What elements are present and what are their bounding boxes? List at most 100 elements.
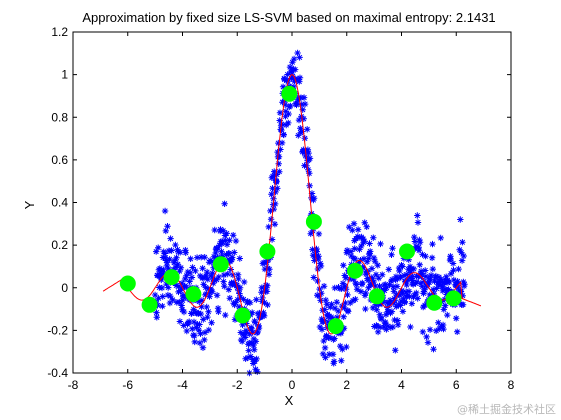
y-tick-label: 0.2 bbox=[51, 238, 68, 252]
data-point bbox=[345, 308, 352, 315]
data-point bbox=[190, 306, 197, 313]
data-point bbox=[342, 299, 349, 307]
support-vector-point bbox=[141, 296, 158, 313]
data-point bbox=[423, 333, 430, 341]
data-point bbox=[422, 267, 429, 274]
data-point bbox=[173, 254, 180, 261]
data-point bbox=[161, 207, 169, 215]
data-point bbox=[173, 262, 181, 270]
data-point bbox=[330, 358, 338, 365]
data-point bbox=[221, 200, 228, 207]
data-point bbox=[278, 126, 285, 134]
data-point bbox=[268, 191, 275, 198]
data-point bbox=[382, 311, 390, 318]
data-point bbox=[231, 301, 238, 309]
data-point bbox=[403, 271, 411, 278]
data-point bbox=[188, 274, 196, 281]
data-point bbox=[305, 166, 312, 173]
data-point bbox=[290, 65, 297, 73]
data-point bbox=[167, 292, 174, 300]
data-point bbox=[376, 282, 383, 290]
data-point bbox=[165, 284, 172, 291]
data-point bbox=[361, 292, 369, 299]
data-point bbox=[368, 265, 376, 272]
data-point bbox=[294, 49, 301, 57]
data-point bbox=[447, 270, 455, 277]
data-point bbox=[421, 302, 429, 309]
data-point bbox=[364, 275, 371, 282]
data-point bbox=[285, 119, 292, 127]
data-point bbox=[208, 319, 215, 326]
data-point bbox=[203, 268, 211, 276]
data-point bbox=[403, 281, 410, 289]
data-point bbox=[412, 245, 419, 252]
data-point bbox=[219, 252, 226, 260]
data-point bbox=[406, 274, 413, 281]
data-point bbox=[187, 269, 194, 277]
data-point bbox=[413, 278, 421, 286]
data-point bbox=[175, 288, 182, 296]
data-point bbox=[237, 293, 244, 301]
data-point bbox=[374, 262, 381, 269]
data-point bbox=[358, 242, 365, 250]
data-point bbox=[400, 295, 407, 302]
data-point bbox=[456, 246, 463, 253]
data-point bbox=[364, 277, 372, 284]
data-point bbox=[347, 299, 354, 307]
data-point bbox=[388, 251, 395, 258]
data-point bbox=[413, 289, 420, 297]
data-point bbox=[177, 264, 185, 271]
data-point bbox=[337, 342, 344, 350]
data-point bbox=[322, 354, 329, 361]
data-point bbox=[311, 257, 318, 264]
data-point bbox=[271, 221, 279, 228]
data-point bbox=[303, 153, 311, 161]
data-point bbox=[296, 78, 303, 85]
data-point bbox=[203, 303, 210, 311]
x-tick-label: 0 bbox=[289, 378, 296, 392]
data-point bbox=[406, 293, 413, 300]
data-point bbox=[202, 272, 210, 280]
data-point bbox=[164, 259, 171, 266]
data-point bbox=[378, 315, 385, 323]
data-point bbox=[258, 284, 265, 291]
data-point bbox=[292, 66, 299, 73]
data-point bbox=[404, 292, 411, 299]
data-point bbox=[178, 285, 185, 292]
data-point bbox=[158, 267, 165, 274]
data-point bbox=[388, 308, 396, 315]
data-point bbox=[315, 230, 323, 238]
data-point bbox=[411, 238, 419, 245]
data-point bbox=[174, 246, 181, 253]
data-point bbox=[298, 128, 306, 135]
data-point bbox=[288, 75, 295, 82]
data-point bbox=[254, 368, 261, 375]
watermark: @稀土掘金技术社区 bbox=[457, 402, 556, 416]
data-point bbox=[348, 252, 355, 260]
data-point bbox=[441, 279, 448, 286]
data-point bbox=[285, 110, 292, 118]
data-point bbox=[166, 256, 173, 263]
data-point bbox=[244, 298, 251, 305]
data-point bbox=[153, 248, 160, 255]
data-point bbox=[229, 271, 237, 279]
data-point bbox=[320, 283, 328, 290]
data-point bbox=[253, 296, 260, 303]
data-point bbox=[275, 160, 282, 167]
data-point bbox=[299, 106, 306, 113]
data-point bbox=[340, 262, 347, 269]
data-point bbox=[310, 195, 318, 202]
data-point bbox=[326, 351, 333, 358]
data-point bbox=[338, 357, 345, 364]
data-point bbox=[276, 117, 283, 124]
data-point bbox=[447, 255, 454, 263]
data-point bbox=[232, 299, 239, 306]
data-point bbox=[265, 271, 273, 278]
data-point bbox=[255, 324, 263, 332]
data-point bbox=[275, 153, 283, 160]
data-point bbox=[246, 299, 254, 306]
data-point bbox=[445, 286, 452, 293]
data-point bbox=[251, 346, 258, 353]
data-point bbox=[279, 83, 287, 90]
data-point bbox=[231, 316, 239, 323]
